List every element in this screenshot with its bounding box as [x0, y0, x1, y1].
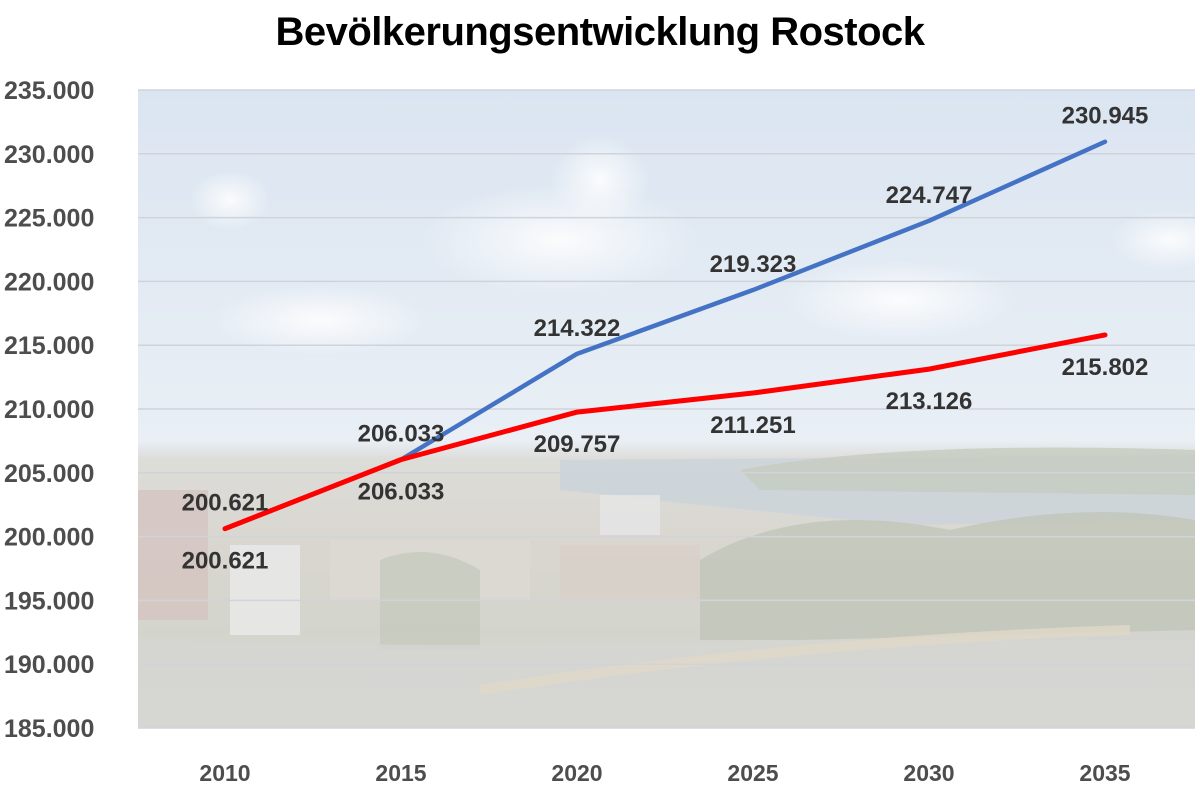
y-tick-label: 195.000	[4, 587, 94, 615]
y-tick-label: 225.000	[4, 205, 94, 233]
x-tick-label: 2025	[727, 760, 778, 786]
x-tick-label: 2020	[551, 760, 602, 786]
data-label-red: 215.802	[1062, 354, 1149, 381]
x-axis: 2010 2015 2020 2025 2030 2035	[199, 760, 1130, 786]
y-axis: 185.000 190.000 195.000 200.000 205.000 210.0…	[4, 77, 94, 743]
data-label-red: 209.757	[534, 431, 621, 458]
data-label-blue: 206.033	[358, 421, 445, 448]
x-tick-label: 2035	[1079, 760, 1130, 786]
data-label-red: 200.621	[182, 548, 269, 575]
data-label-blue: 219.323	[710, 251, 797, 278]
data-label-red: 213.126	[886, 388, 973, 415]
data-label-blue: 214.322	[534, 315, 621, 342]
y-tick-label: 205.000	[4, 460, 94, 488]
y-tick-label: 200.000	[4, 524, 94, 552]
x-tick-label: 2015	[375, 760, 426, 786]
chart-title: Bevölkerungsentwicklung Rostock	[275, 10, 925, 54]
data-label-blue: 200.621	[182, 490, 269, 517]
y-tick-label: 215.000	[4, 332, 94, 360]
data-label-blue: 230.945	[1062, 103, 1149, 130]
data-label-red: 206.033	[358, 479, 445, 506]
gridlines	[138, 89, 1195, 729]
y-tick-label: 190.000	[4, 651, 94, 679]
y-tick-label: 185.000	[4, 715, 94, 743]
y-tick-label: 210.000	[4, 396, 94, 424]
y-tick-label: 220.000	[4, 268, 94, 296]
y-tick-label: 235.000	[4, 77, 94, 105]
series-group	[222, 139, 1108, 532]
data-label-blue: 224.747	[886, 182, 973, 209]
x-tick-label: 2010	[199, 760, 250, 786]
data-label-red: 211.251	[710, 412, 795, 439]
data-labels: 200.621 206.033 214.322 219.323 224.747 230.9…	[182, 103, 1149, 575]
series-line-red	[222, 332, 1108, 532]
x-tick-label: 2030	[903, 760, 954, 786]
y-tick-label: 230.000	[4, 141, 94, 169]
